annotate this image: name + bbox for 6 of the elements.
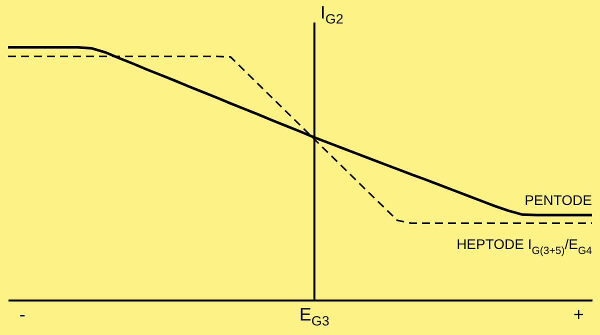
y-axis-title: I$_{G2}$ (320, 2, 344, 26)
x-tick-label: E$_{G3}$ (299, 304, 330, 328)
series-label: PENTODE (524, 192, 592, 208)
x-tick-label: - (19, 304, 26, 324)
series-label: HEPTODE I$_{G(3+5)}$/E$_{G4}$ (456, 236, 592, 258)
x-tick-label: + (573, 304, 584, 324)
